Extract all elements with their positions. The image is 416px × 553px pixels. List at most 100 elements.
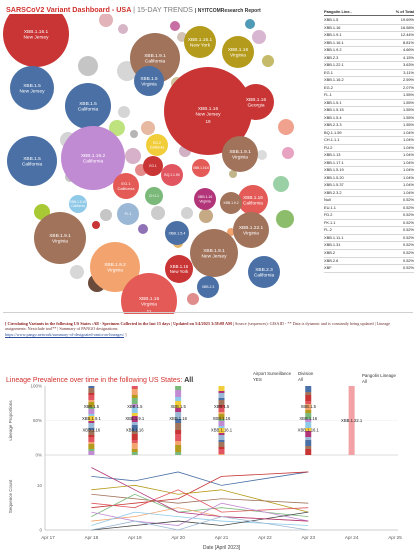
bubble-minor-36[interactable] xyxy=(92,221,100,229)
bar-segment[interactable] xyxy=(88,414,95,416)
bubble-24[interactable] xyxy=(165,221,189,245)
table-row[interactable]: XBB.1.16 16.58% xyxy=(324,25,414,33)
count-line-0[interactable] xyxy=(91,471,309,486)
bar-segment[interactable] xyxy=(218,405,225,407)
table-row[interactable]: EU.1.1 0.52% xyxy=(324,205,414,213)
filter-pangolin-value[interactable]: All xyxy=(362,378,367,384)
bubble-minor-39[interactable] xyxy=(229,170,237,178)
bar-segment[interactable] xyxy=(88,437,95,442)
bubble-minor-31[interactable] xyxy=(70,265,84,279)
count-line-10[interactable] xyxy=(91,467,309,522)
bubble-minor-29[interactable] xyxy=(34,204,50,220)
bar-segment[interactable] xyxy=(305,428,312,431)
bar-segment[interactable] xyxy=(218,433,225,435)
bubble-13[interactable] xyxy=(238,185,268,215)
bar-segment[interactable] xyxy=(218,419,225,421)
bubble-minor-8[interactable] xyxy=(78,56,98,76)
bar-segment[interactable] xyxy=(131,389,138,395)
bar-segment[interactable] xyxy=(218,393,225,398)
table-row[interactable]: FL.2 0.52% xyxy=(324,227,414,235)
bubble-0[interactable] xyxy=(3,14,69,67)
bar-segment[interactable] xyxy=(305,422,312,428)
table-row[interactable]: XBB.2.6 0.52% xyxy=(324,258,414,266)
bar-segment[interactable] xyxy=(218,426,225,428)
bar-segment[interactable] xyxy=(218,391,225,393)
table-row[interactable]: XBB.1.9.2 4.66% xyxy=(324,47,414,55)
bar-segment[interactable] xyxy=(175,452,182,455)
bubble-3[interactable] xyxy=(222,36,254,68)
bar-segment[interactable] xyxy=(218,435,225,440)
bar-segment[interactable] xyxy=(88,407,95,409)
bubble-10[interactable] xyxy=(7,136,57,186)
bubble-minor-19[interactable] xyxy=(282,147,294,159)
table-row[interactable]: XBB.2.3 4.15% xyxy=(324,55,414,63)
bubble-minor-22[interactable] xyxy=(141,121,155,135)
bar-segment[interactable] xyxy=(218,442,225,447)
bubble-19[interactable] xyxy=(145,187,163,205)
bar-segment[interactable] xyxy=(305,404,312,410)
table-row[interactable]: FD.2 0.52% xyxy=(324,212,414,220)
bubble-8[interactable] xyxy=(10,66,54,110)
lineage-table-header[interactable]: Pangolin Line.. % of Total xyxy=(324,9,414,16)
table-row[interactable]: EG.1 3.11% xyxy=(324,70,414,78)
bar-segment[interactable] xyxy=(218,398,225,400)
bar-segment[interactable] xyxy=(88,430,95,435)
bubble-30[interactable] xyxy=(121,273,177,314)
bar-segment[interactable] xyxy=(218,412,225,414)
table-row[interactable]: XBB.1.5.19 1.04% xyxy=(324,167,414,175)
table-row[interactable]: Null 0.52% xyxy=(324,197,414,205)
table-row[interactable]: XBB.1.5.15 1.55% xyxy=(324,107,414,115)
table-row[interactable]: CH.1.1.1 1.04% xyxy=(324,137,414,145)
bar-segment[interactable] xyxy=(175,397,182,401)
bar-segment[interactable] xyxy=(131,398,138,404)
bar-segment[interactable] xyxy=(88,421,95,423)
bubble-2[interactable] xyxy=(184,26,216,58)
table-row[interactable]: FU.2 1.04% xyxy=(324,145,414,153)
table-row[interactable]: XBB.1.31 0.52% xyxy=(324,242,414,250)
table-row[interactable]: EG.2 2.07% xyxy=(324,85,414,93)
bar-segment[interactable] xyxy=(131,425,138,431)
bubble-minor-28[interactable] xyxy=(199,209,213,223)
bar-segment[interactable] xyxy=(131,395,138,398)
table-row[interactable]: XBF 0.52% xyxy=(324,265,414,273)
table-row[interactable]: XBB.1.16.1 8.81% xyxy=(324,40,414,48)
bar-segment[interactable] xyxy=(131,386,138,389)
filter-pangolin[interactable]: Pangolin Lineage All xyxy=(362,373,396,384)
bar-segment[interactable] xyxy=(305,401,312,404)
bar-segment[interactable] xyxy=(88,423,95,428)
pango-link[interactable]: https://www.pango.network/summary-of-des… xyxy=(5,331,125,337)
bar-segment[interactable] xyxy=(88,428,95,430)
count-line-1[interactable] xyxy=(91,471,309,509)
bubble-minor-20[interactable] xyxy=(273,176,289,192)
table-row[interactable]: XBB.1.17.1 1.04% xyxy=(324,160,414,168)
bubble-minor-37[interactable] xyxy=(138,224,148,234)
bubble-23[interactable] xyxy=(117,203,139,225)
bar-segment[interactable] xyxy=(305,437,312,440)
bar-segment[interactable] xyxy=(88,395,95,400)
bar-segment[interactable] xyxy=(218,449,225,454)
bar-segment[interactable] xyxy=(88,393,95,395)
bar-segment[interactable] xyxy=(305,446,312,449)
bubble-minor-1[interactable] xyxy=(118,24,128,34)
bubble-minor-4[interactable] xyxy=(245,19,255,29)
bar-segment[interactable] xyxy=(305,386,312,392)
bubble-21[interactable] xyxy=(220,192,242,214)
table-row[interactable]: BQ.1.1.59 1.04% xyxy=(324,130,414,138)
bar-segment[interactable] xyxy=(88,386,95,388)
bubble-11[interactable] xyxy=(146,134,168,156)
table-row[interactable]: XBB.2.3.3 1.55% xyxy=(324,122,414,130)
bar-segment[interactable] xyxy=(88,449,95,451)
bubble-minor-11[interactable] xyxy=(118,106,130,118)
bar-segment[interactable] xyxy=(88,388,95,393)
bar-segment[interactable] xyxy=(218,400,225,405)
count-line-8[interactable] xyxy=(91,511,309,526)
bubble-minor-21[interactable] xyxy=(257,150,267,160)
bar-segment[interactable] xyxy=(305,431,312,437)
table-row[interactable]: XBB.2.3.2 1.04% xyxy=(324,190,414,198)
bubble-minor-12[interactable] xyxy=(130,130,138,138)
table-row[interactable]: XBB.1.5.4 1.55% xyxy=(324,115,414,123)
bar-segment[interactable] xyxy=(88,435,95,437)
bar-segment[interactable] xyxy=(131,449,138,452)
bubble-minor-2[interactable] xyxy=(170,21,180,31)
bar-segment[interactable] xyxy=(218,440,225,442)
